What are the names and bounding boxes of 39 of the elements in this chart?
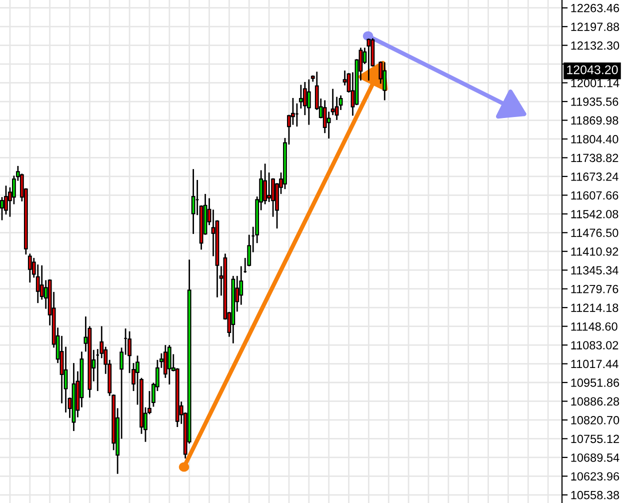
y-tick-label: 11214.18 (571, 304, 618, 312)
y-tick-label: 12197.88 (571, 22, 620, 31)
y-tick-label: 11673.24 (571, 172, 618, 181)
y-tick-label: 12263.46 (571, 4, 620, 12)
y-tick-label: 10689.54 (571, 453, 620, 462)
candlestick (291, 97, 295, 126)
y-tick-label: 11935.56 (571, 98, 618, 106)
text: 12043.20 (567, 65, 618, 74)
y-tick-label: 10755.12 (571, 434, 619, 444)
y-tick-label: 12001.14 (571, 78, 620, 88)
y-tick-label: 10558.38 (571, 490, 620, 500)
y-tick-label: 11476.50 (571, 228, 618, 238)
candlestick (263, 162, 268, 205)
y-tick-label: 11345.34 (571, 266, 618, 275)
candlestick (191, 168, 196, 235)
y-tick-label: 11017.44 (571, 360, 618, 368)
y-tick-label: 10623.96 (571, 472, 620, 481)
y-tick-label: 11148.60 (571, 322, 618, 331)
y-tick-label: 11869.98 (571, 116, 618, 125)
y-tick-label: 11738.82 (571, 154, 618, 162)
y-tick-label: 10820.70 (571, 416, 620, 424)
candlestick (366, 38, 371, 82)
candlestick (306, 78, 311, 126)
y-tick-label: 12132.30 (571, 41, 620, 50)
y-tick-label: 10886.28 (571, 397, 620, 406)
y-tick-label: 10951.86 (571, 378, 620, 387)
y-tick-label: 11542.08 (571, 210, 618, 218)
candlestick (382, 62, 387, 101)
y-tick-label: 11410.92 (571, 247, 618, 256)
candlestick (28, 252, 32, 284)
y-tick-label: 11607.66 (571, 191, 618, 200)
candlestick (267, 172, 271, 203)
candlestick (326, 110, 331, 140)
candlestick (167, 344, 172, 386)
y-tick-label: 11804.40 (571, 135, 618, 144)
candlestick (0, 196, 4, 221)
y-tick-label: 11083.02 (571, 341, 618, 350)
candlestick (298, 84, 303, 110)
y-tick-label: 11279.76 (571, 284, 618, 294)
